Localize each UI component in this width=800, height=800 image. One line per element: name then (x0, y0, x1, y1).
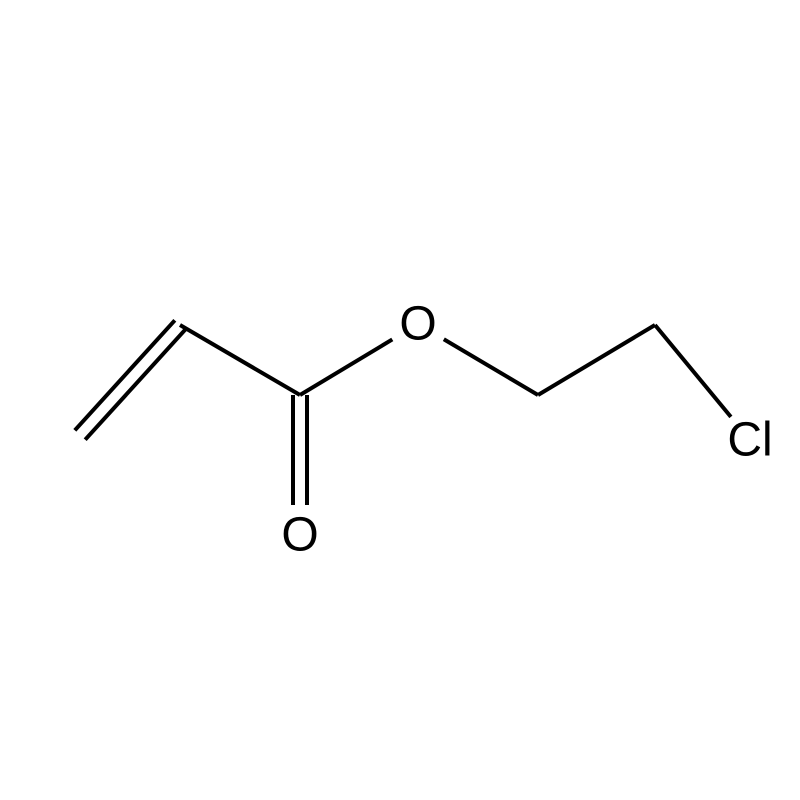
bond-line (655, 325, 731, 417)
bond-line (444, 339, 538, 395)
bond-line (180, 325, 300, 395)
bond-line (300, 339, 392, 395)
labels-layer: O O Cl (281, 298, 772, 562)
atom-label-o: O (281, 509, 318, 562)
bond-line (75, 320, 175, 430)
atom-label-cl: Cl (727, 414, 772, 467)
molecule-diagram: O O Cl (0, 0, 800, 800)
bond-line (538, 325, 655, 395)
bond-line (85, 330, 185, 440)
atom-label-o: O (399, 298, 436, 351)
